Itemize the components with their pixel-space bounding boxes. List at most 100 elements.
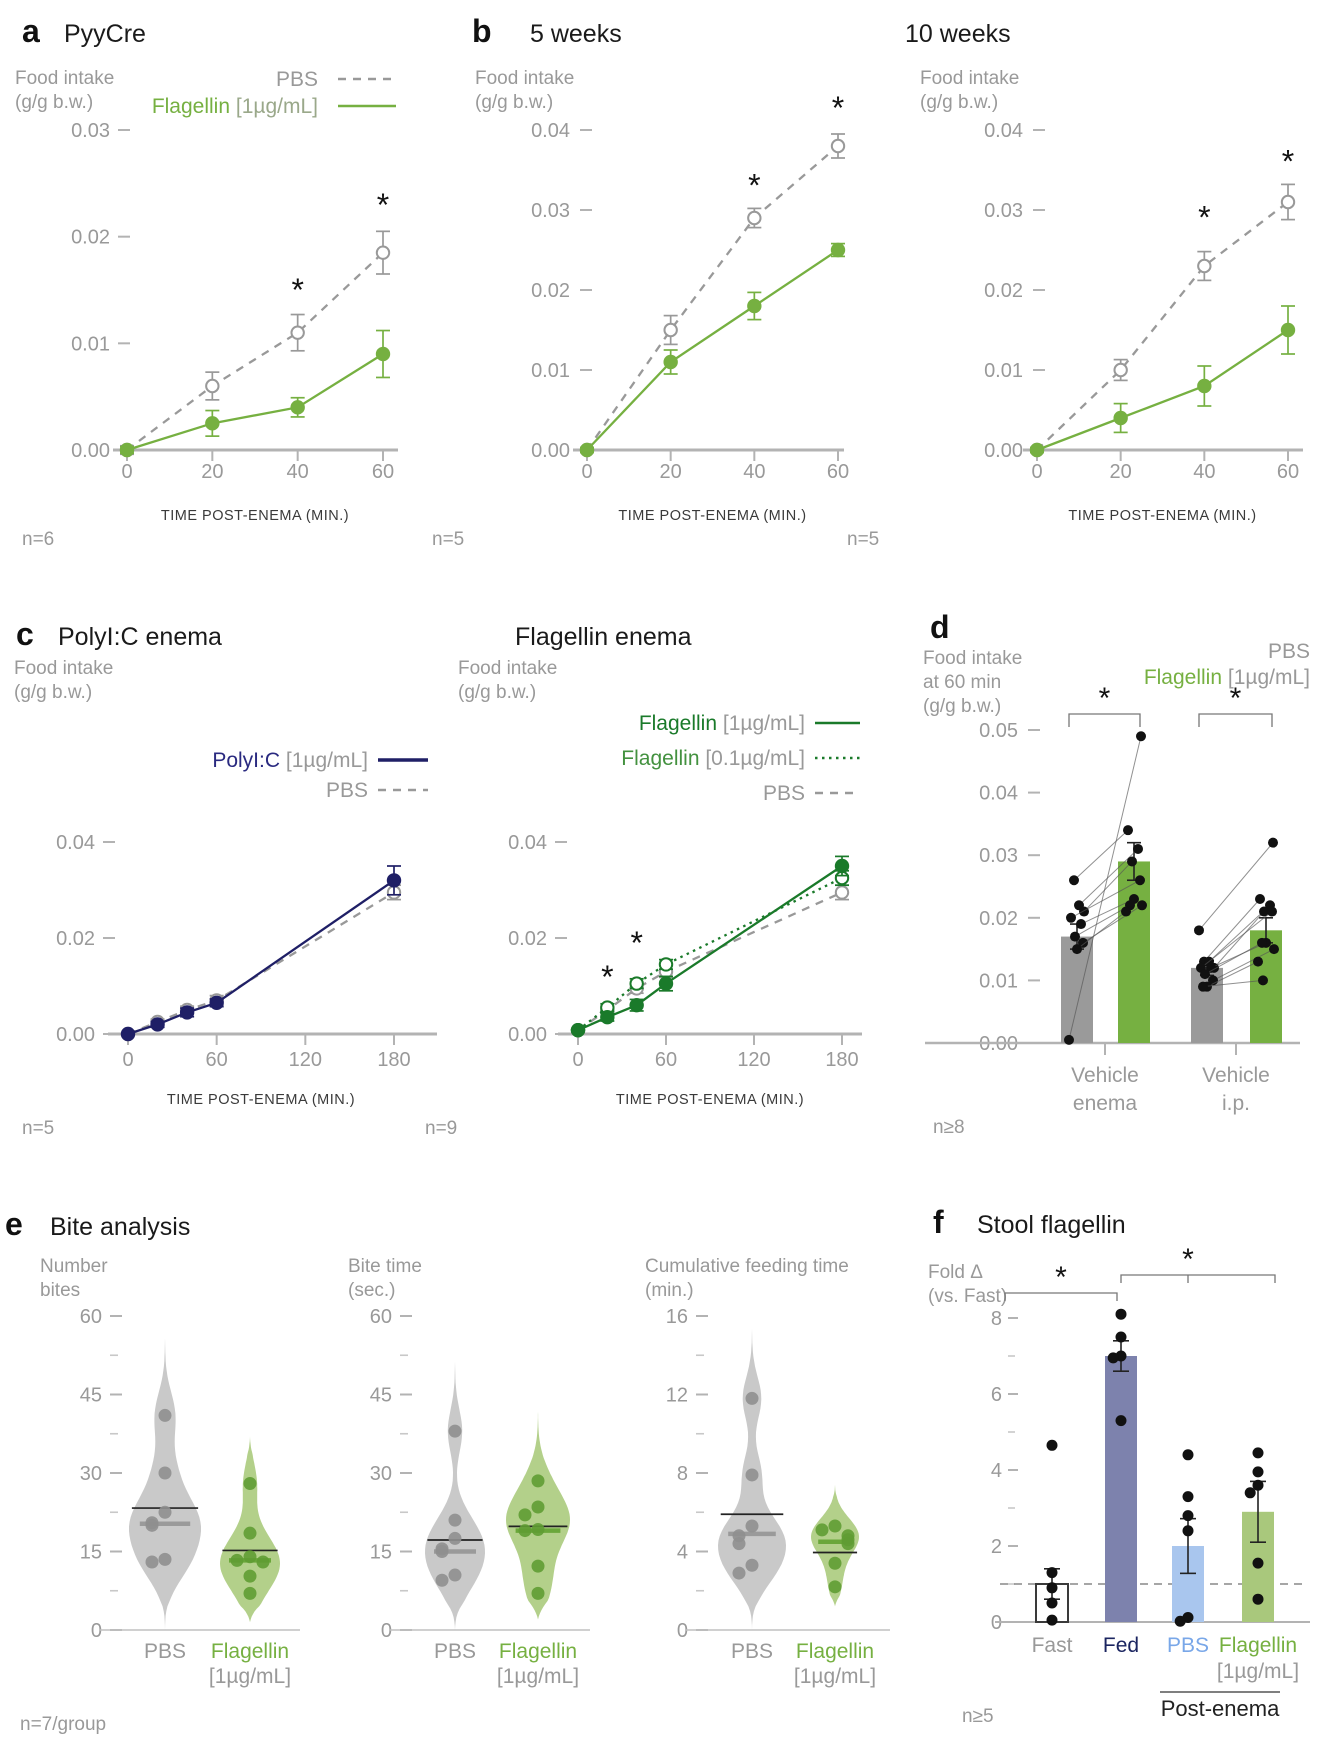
group-label: [1µg/mL]: [209, 1665, 291, 1688]
group-label: Vehicle: [1071, 1064, 1139, 1087]
y-tick-label: 0.01: [531, 360, 570, 382]
significance-asterisk: *: [601, 959, 613, 995]
y-tick-label: 45: [370, 1385, 392, 1407]
data-point: [386, 873, 402, 888]
panel-d-chart: d Food intake at 60 min (g/g b.w.) PBS Flagel…: [923, 609, 1310, 1138]
y-axis-title: (min.): [645, 1280, 694, 1301]
n-label: n=7/group: [20, 1714, 106, 1735]
data-point: [1259, 906, 1269, 917]
panel-e-bitetime-chart: Bite time (sec.) 0 15 30 45 60 PBS Flagellin[1µg…: [348, 1256, 590, 1688]
group-label: PBS: [1167, 1634, 1209, 1657]
y-axis-title: (g/g b.w.): [920, 92, 998, 113]
pair-line: [1202, 979, 1264, 988]
pair-line: [1206, 961, 1259, 988]
x-tick-label: 60: [655, 1049, 677, 1071]
data-point: [1206, 962, 1216, 973]
group-label: Vehicle: [1202, 1064, 1270, 1087]
group-label: [1µg/mL]: [497, 1665, 579, 1688]
data-point: [230, 1553, 244, 1567]
y-axis-title: (vs. Fast): [928, 1286, 1007, 1307]
data-point: [205, 378, 220, 394]
pair-line: [1076, 911, 1127, 950]
data-point: [1046, 1614, 1058, 1626]
series-pbs: [1029, 183, 1296, 458]
panel-title: Flagellin enema: [515, 623, 692, 651]
significance-asterisk: *: [832, 90, 844, 126]
group-label: PBS: [434, 1640, 476, 1663]
y-tick-label: 0.02: [508, 928, 547, 950]
x-axis-title: TIME POST-ENEMA (MIN.): [167, 1092, 355, 1108]
data-point: [1069, 875, 1079, 886]
data-point: [828, 1519, 842, 1533]
legend-entry: Flagellin [1µg/mL]: [1144, 666, 1310, 689]
significance-asterisk: *: [377, 187, 389, 223]
data-point: [209, 995, 224, 1010]
bar-group-vehicle-i-p-: [1191, 837, 1282, 1043]
series-flagellin-1-g-ml-: [1029, 305, 1296, 458]
group-label: Fed: [1103, 1634, 1139, 1657]
y-tick-label: 8: [991, 1308, 1002, 1330]
data-point: [1200, 969, 1210, 980]
n-label: n=5: [432, 529, 464, 550]
data-point: [1182, 1491, 1194, 1503]
data-point: [1182, 1510, 1194, 1522]
data-point: [732, 1566, 746, 1580]
group-label: Flagellin: [796, 1640, 874, 1663]
y-axis-title: (g/g b.w.): [458, 682, 536, 703]
group-label: [1µg/mL]: [794, 1665, 876, 1688]
y-tick-label: 0.02: [56, 928, 95, 950]
data-point: [1046, 1439, 1058, 1451]
data-point: [1113, 410, 1128, 426]
data-point: [243, 1569, 257, 1583]
y-axis-title: Food intake: [923, 648, 1022, 669]
bar-group-vehicle-enema: [1061, 731, 1150, 1045]
x-tick-label: 40: [743, 461, 765, 483]
bar-group-pbs: [1172, 1449, 1204, 1627]
pair-line: [1200, 911, 1273, 969]
data-point: [531, 1474, 545, 1488]
data-point: [1198, 981, 1208, 992]
y-tick-label: 0: [381, 1620, 392, 1642]
significance-asterisk: *: [630, 925, 642, 961]
y-axis-title: Food intake: [475, 68, 574, 89]
x-tick-label: 20: [1110, 461, 1132, 483]
y-axis-title: (g/g b.w.): [15, 92, 93, 113]
y-tick-label: 0.04: [979, 783, 1018, 805]
data-point: [834, 885, 850, 900]
panel-e-bites-chart: e Bite analysis Number bites 0 15 30 45 60 PBS Fla…: [5, 1206, 300, 1735]
series-pbs: [120, 884, 402, 1042]
series-flagellin-1-g-ml-: [570, 855, 850, 1038]
y-tick-label: 8: [677, 1463, 688, 1485]
n-label: n=6: [22, 529, 54, 550]
data-point: [205, 416, 220, 431]
violin-shape: [129, 1300, 201, 1630]
panel-letter: d: [930, 609, 950, 645]
violin-pbs: [718, 1300, 786, 1630]
data-point: [448, 1531, 462, 1545]
x-tick-label: 0: [572, 1049, 583, 1071]
data-point: [1115, 1308, 1127, 1320]
panel-title: PolyI:C enema: [58, 623, 222, 651]
y-tick-label: 0.01: [71, 333, 110, 355]
legend-entry: PBS: [1268, 640, 1310, 663]
group-label: Flagellin: [211, 1640, 289, 1663]
data-point: [663, 322, 678, 338]
y-tick-label: 2: [991, 1536, 1002, 1558]
group-label: Flagellin: [499, 1640, 577, 1663]
y-axis-title: (g/g b.w.): [923, 696, 1001, 717]
significance-asterisk: *: [1055, 1261, 1067, 1294]
legend-entry: PolyI:C [1µg/mL]: [212, 749, 368, 772]
data-point: [815, 1523, 829, 1537]
data-point: [1113, 362, 1128, 378]
data-point: [1252, 1479, 1264, 1491]
data-point: [1046, 1567, 1058, 1579]
panel-b-10weeks-chart: 10 weeks Food intake (g/g b.w.) 0.00 0.01 0.0…: [847, 20, 1303, 550]
x-tick-label: 60: [1277, 461, 1299, 483]
y-axis-title: Fold Δ: [928, 1262, 983, 1283]
panel-title: 10 weeks: [905, 20, 1011, 48]
y-tick-label: 0.00: [56, 1024, 95, 1046]
data-point: [531, 1586, 545, 1600]
panel-letter: e: [5, 1206, 23, 1242]
